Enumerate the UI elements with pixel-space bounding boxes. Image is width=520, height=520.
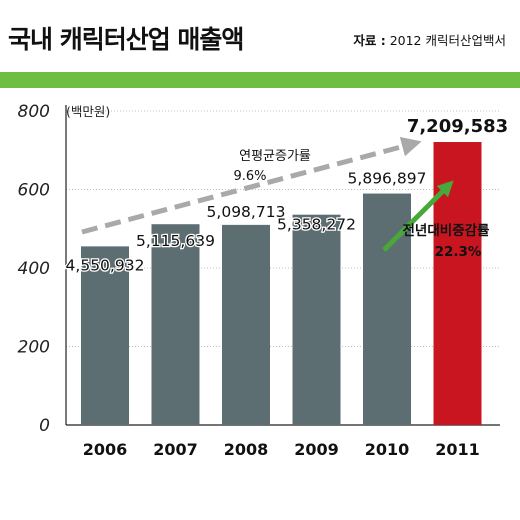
data-label: 5,115,639 (136, 232, 215, 250)
source-text: 2012 캐릭터산업백서 (389, 33, 506, 48)
bar-2008 (222, 224, 270, 425)
source-label: 자료 : (353, 33, 386, 48)
y-tick-label: 800 (18, 102, 50, 122)
y-tick-label: 200 (18, 338, 50, 358)
bar-2006 (81, 246, 129, 425)
x-tick-label: 2011 (435, 440, 480, 459)
source-note: 자료 : 2012 캐릭터산업백서 (353, 30, 506, 49)
data-label: 7,209,583 (407, 116, 508, 137)
cagr-value: 9.6% (233, 169, 266, 184)
bar-2011 (433, 142, 482, 425)
x-tick-label: 2006 (83, 440, 128, 459)
accent-band (0, 72, 520, 88)
labels: 0 200 400 600 800 2006 4,550,932 2007 5,115,639 2… (18, 102, 509, 459)
bar-2007 (151, 224, 200, 425)
grid-lines (66, 110, 500, 347)
chart-title: 국내 캐릭터산업 매출액 (8, 25, 244, 54)
x-tick-label: 2010 (365, 440, 410, 459)
data-label: 5,358,272 (277, 216, 356, 234)
data-label: 5,896,897 (348, 170, 427, 188)
x-tick-label: 2007 (153, 440, 198, 459)
x-tick-label: 2009 (294, 440, 339, 459)
yoy-value: 22.3% (435, 244, 482, 260)
data-label: 5,098,713 (207, 203, 286, 221)
axes (65, 105, 500, 426)
cagr-label: 연평균증가률 (239, 149, 311, 164)
yoy-label: 전년대비증감률 (403, 222, 491, 239)
bar-2009 (292, 214, 341, 425)
bars (81, 142, 482, 425)
cagr-trend-arrow (81, 136, 422, 235)
y-tick-label: 400 (18, 259, 50, 279)
y-tick-label: 600 (18, 181, 50, 201)
x-tick-label: 2008 (224, 440, 269, 459)
y-tick-label: 0 (39, 416, 50, 436)
yoy-growth-arrow (382, 180, 454, 252)
data-label: 4,550,932 (66, 256, 145, 274)
unit-label: (백만원) (66, 104, 110, 119)
